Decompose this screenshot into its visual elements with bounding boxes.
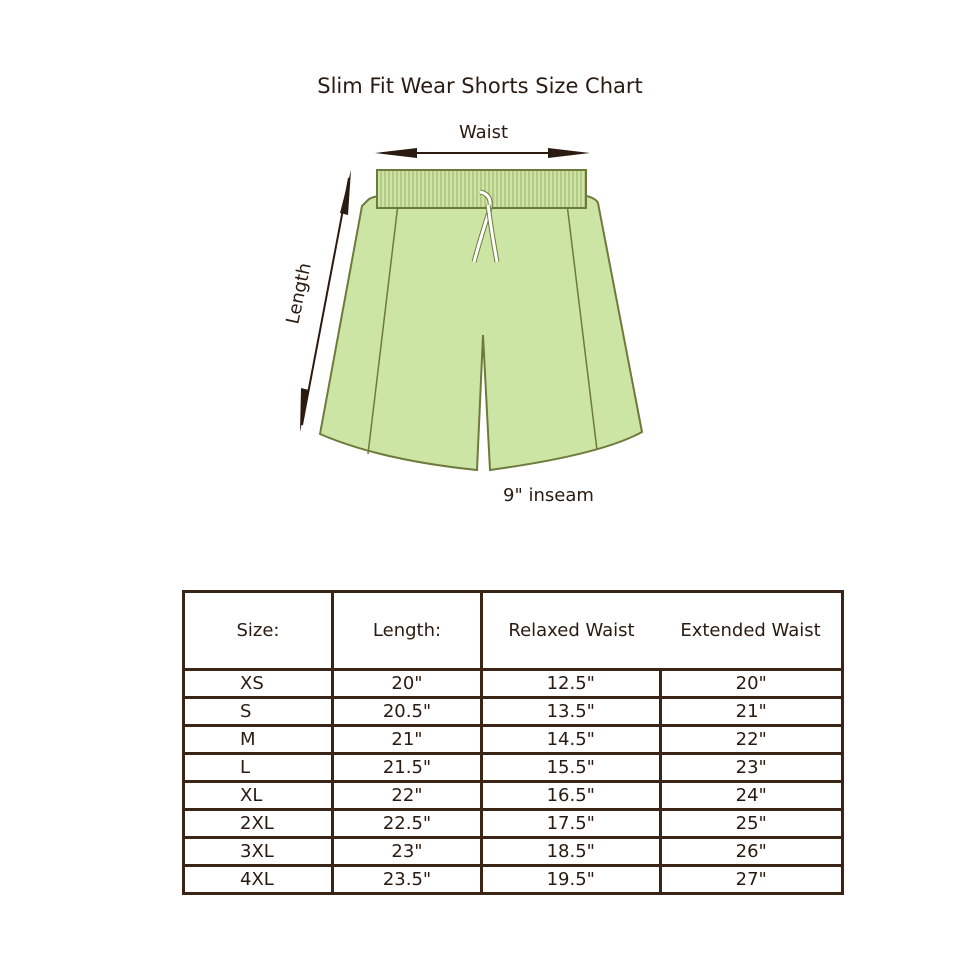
cell-relaxed-waist: 12.5" bbox=[480, 668, 662, 699]
cell-relaxed-waist: 13.5" bbox=[480, 696, 662, 727]
cell-size: M bbox=[182, 724, 334, 755]
table-row: XS 20" 12.5" 20" bbox=[182, 668, 844, 699]
cell-size: XS bbox=[182, 668, 334, 699]
size-table: Size: Length: Relaxed Waist Extended Wai… bbox=[182, 590, 844, 895]
table-row: L 21.5" 15.5" 23" bbox=[182, 752, 844, 783]
table-row: M 21" 14.5" 22" bbox=[182, 724, 844, 755]
chart-title: Slim Fit Wear Shorts Size Chart bbox=[317, 74, 643, 98]
cell-extended-waist: 20" bbox=[658, 668, 844, 699]
cell-length: 21" bbox=[331, 724, 483, 755]
cell-relaxed-waist: 17.5" bbox=[480, 808, 662, 839]
inseam-label: 9" inseam bbox=[503, 485, 594, 506]
cell-extended-waist: 25" bbox=[658, 808, 844, 839]
cell-relaxed-waist: 18.5" bbox=[480, 836, 662, 867]
cell-size: XL bbox=[182, 780, 334, 811]
cell-size: S bbox=[182, 696, 334, 727]
cell-length: 21.5" bbox=[331, 752, 483, 783]
header-relaxed-waist: Relaxed Waist bbox=[480, 590, 660, 671]
cell-size: 2XL bbox=[182, 808, 334, 839]
cell-length: 22.5" bbox=[331, 808, 483, 839]
cell-extended-waist: 23" bbox=[658, 752, 844, 783]
cell-extended-waist: 27" bbox=[658, 864, 844, 895]
table-row: 3XL 23" 18.5" 26" bbox=[182, 836, 844, 867]
header-extended-waist: Extended Waist bbox=[660, 590, 844, 671]
cell-length: 23.5" bbox=[331, 864, 483, 895]
cell-relaxed-waist: 15.5" bbox=[480, 752, 662, 783]
cell-relaxed-waist: 16.5" bbox=[480, 780, 662, 811]
shorts-body bbox=[318, 169, 644, 472]
cell-relaxed-waist: 19.5" bbox=[480, 864, 662, 895]
cell-extended-waist: 21" bbox=[658, 696, 844, 727]
cell-length: 23" bbox=[331, 836, 483, 867]
waist-arrow bbox=[375, 148, 590, 158]
table-header-row: Size: Length: Relaxed Waist Extended Wai… bbox=[182, 590, 844, 671]
cell-size: 4XL bbox=[182, 864, 334, 895]
table-row: 4XL 23.5" 19.5" 27" bbox=[182, 864, 844, 895]
length-arrow bbox=[300, 170, 351, 432]
waist-label: Waist bbox=[459, 122, 509, 143]
header-length: Length: bbox=[331, 590, 483, 671]
table-row: S 20.5" 13.5" 21" bbox=[182, 696, 844, 727]
cell-extended-waist: 24" bbox=[658, 780, 844, 811]
cell-relaxed-waist: 14.5" bbox=[480, 724, 662, 755]
cell-extended-waist: 26" bbox=[658, 836, 844, 867]
cell-length: 22" bbox=[331, 780, 483, 811]
cell-length: 20" bbox=[331, 668, 483, 699]
cell-extended-waist: 22" bbox=[658, 724, 844, 755]
table-row: 2XL 22.5" 17.5" 25" bbox=[182, 808, 844, 839]
cell-length: 20.5" bbox=[331, 696, 483, 727]
table-row: XL 22" 16.5" 24" bbox=[182, 780, 844, 811]
header-size: Size: bbox=[182, 590, 334, 671]
cell-size: L bbox=[182, 752, 334, 783]
cell-size: 3XL bbox=[182, 836, 334, 867]
